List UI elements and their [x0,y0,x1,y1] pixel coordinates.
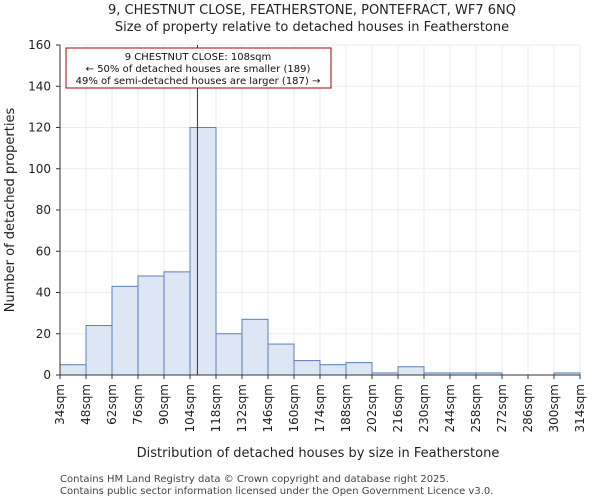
y-tick-label: 0 [43,368,51,382]
x-tick-label: 286sqm [521,384,535,432]
y-tick-label: 100 [28,162,51,176]
x-tick-label: 76sqm [131,384,145,425]
x-tick-label: 62sqm [105,384,119,425]
x-tick-label: 300sqm [547,384,561,432]
bar [111,285,139,376]
x-tick-label: 272sqm [495,384,509,432]
footer-line-1: Contains HM Land Registry data © Crown c… [60,474,449,485]
x-tick-label: 34sqm [53,384,67,425]
y-axis-label: Number of detached properties [3,108,18,313]
x-tick-label: 216sqm [391,384,405,432]
x-tick-label: 104sqm [183,384,197,432]
x-tick-label: 314sqm [573,384,587,432]
x-tick-label: 230sqm [417,384,431,432]
chart-subtitle: Size of property relative to detached ho… [115,20,509,35]
y-tick-label: 60 [36,244,51,258]
bar [345,362,373,376]
x-tick-label: 202sqm [365,384,379,432]
annotation-line-3: 49% of semi-detached houses are larger (… [76,76,321,87]
bar [293,360,321,376]
x-tick-label: 258sqm [469,384,483,432]
bar [267,343,295,376]
bars [59,127,581,376]
y-tick-label: 140 [28,79,51,93]
bar [189,127,217,376]
bar [241,318,269,376]
bar [319,364,347,376]
bar [59,364,87,376]
annotation-line-1: 9 CHESTNUT CLOSE: 108sqm [125,52,272,63]
bar [163,271,191,376]
chart-title: 9, CHESTNUT CLOSE, FEATHERSTONE, PONTEFR… [108,3,516,18]
y-tick-label: 80 [36,203,51,217]
x-tick-label: 188sqm [339,384,353,432]
x-tick-label: 132sqm [235,384,249,432]
x-tick-label: 48sqm [79,384,93,425]
y-tick-label: 160 [28,38,51,52]
y-tick-label: 40 [36,286,51,300]
x-axis-label: Distribution of detached houses by size … [137,446,500,461]
y-tick-label: 120 [28,121,51,135]
annotation-line-2: ← 50% of detached houses are smaller (18… [86,64,311,75]
x-ticks: 34sqm 48sqm 62sqm 76sqm 90sqm 104sqm 118sqm 132… [53,375,587,432]
y-ticks: 0 20 40 60 80 100 120 140 160 [28,38,60,382]
x-tick-label: 118sqm [209,384,223,432]
x-tick-label: 146sqm [261,384,275,432]
annotation-box: 9 CHESTNUT CLOSE: 108sqm ← 50% of detach… [65,47,332,89]
x-tick-label: 244sqm [443,384,457,432]
x-tick-label: 160sqm [287,384,301,432]
bar [397,366,425,376]
footer-line-2: Contains public sector information licen… [60,486,493,497]
y-tick-label: 20 [36,327,51,341]
bar [215,333,243,376]
x-tick-label: 90sqm [157,384,171,425]
x-tick-label: 174sqm [313,384,327,432]
bar [85,325,113,376]
bar [137,275,165,376]
